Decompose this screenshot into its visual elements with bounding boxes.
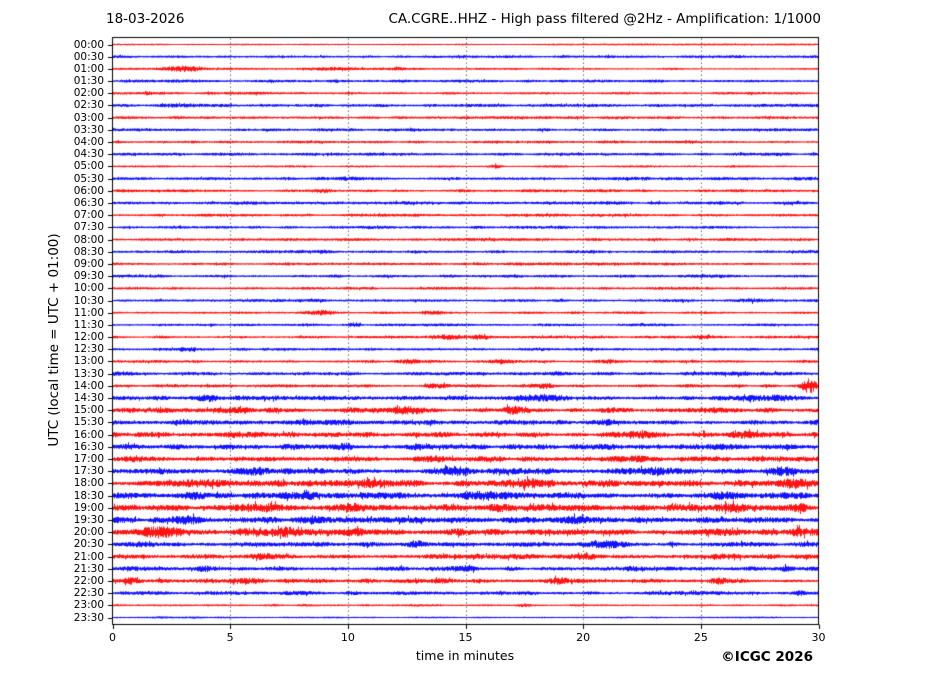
y-tick-label: 23:30: [73, 611, 104, 624]
y-tick-label: 00:30: [73, 50, 104, 63]
y-tick-label: 14:30: [73, 392, 104, 405]
y-tick-label: 12:00: [73, 331, 104, 344]
y-tick-label: 10:00: [73, 282, 104, 295]
y-tick-label: 20:30: [73, 538, 104, 551]
y-tick-label: 21:30: [73, 562, 104, 575]
y-tick-label: 03:30: [73, 123, 104, 136]
y-tick-label: 11:00: [73, 306, 104, 319]
y-tick-label: 20:00: [73, 526, 104, 539]
x-tick-label: 10: [340, 631, 355, 644]
y-tick-label: 08:00: [73, 233, 104, 246]
y-tick-label: 13:00: [73, 355, 104, 368]
y-tick-label: 15:00: [73, 404, 104, 417]
y-tick-label: 01:30: [73, 75, 104, 88]
y-tick-label: 06:00: [73, 184, 104, 197]
x-tick-label: 15: [458, 631, 473, 644]
y-tick-label: 17:00: [73, 453, 104, 465]
y-tick-label: 17:30: [73, 465, 104, 478]
x-tick-label: 20: [576, 631, 591, 644]
y-tick-label: 07:30: [73, 221, 104, 234]
y-tick-label: 09:30: [73, 270, 104, 283]
y-tick-label: 14:00: [73, 379, 104, 392]
y-tick-label: 05:30: [73, 172, 104, 185]
x-tick-label: 0: [109, 631, 116, 644]
y-tick-label: 22:30: [73, 587, 104, 600]
y-tick-label: 03:00: [73, 111, 104, 124]
y-tick-label: 00:00: [73, 38, 104, 51]
y-tick-label: 02:00: [73, 87, 104, 100]
y-tick-label: 16:30: [73, 440, 104, 453]
y-tick-label: 16:00: [73, 428, 104, 441]
y-tick-label: 05:00: [73, 160, 104, 173]
y-tick-label: 15:30: [73, 416, 104, 429]
y-tick-label: 04:00: [73, 136, 104, 149]
y-tick-label: 10:30: [73, 294, 104, 307]
y-tick-label: 12:30: [73, 343, 104, 356]
y-tick-label: 06:30: [73, 196, 104, 209]
copyright-credit: ©ICGC 2026: [721, 649, 813, 665]
y-tick-label: 09:00: [73, 257, 104, 270]
y-tick-label: 08:30: [73, 245, 104, 258]
y-tick-label: 07:00: [73, 209, 104, 222]
y-tick-label: 21:00: [73, 550, 104, 563]
x-tick-label: 25: [693, 631, 708, 644]
y-tick-label: 02:30: [73, 99, 104, 112]
y-tick-label: 01:00: [73, 62, 104, 75]
y-tick-label: 18:00: [73, 477, 104, 490]
x-tick-label: 30: [811, 631, 826, 644]
y-tick-label: 13:30: [73, 367, 104, 380]
y-tick-label: 18:30: [73, 489, 104, 502]
y-tick-label: 19:00: [73, 501, 104, 514]
x-tick-label: 5: [226, 631, 234, 644]
y-tick-label: 04:30: [73, 148, 104, 161]
plot-station-title: CA.CGRE..HHZ - High pass filtered @2Hz -…: [388, 11, 821, 27]
x-axis-label: time in minutes: [415, 648, 515, 663]
y-tick-label: 11:30: [73, 318, 104, 331]
plot-date-title: 18-03-2026: [106, 11, 185, 27]
y-tick-label: 19:30: [73, 513, 104, 526]
y-tick-label: 23:00: [73, 599, 104, 612]
y-tick-label: 22:00: [73, 574, 104, 587]
